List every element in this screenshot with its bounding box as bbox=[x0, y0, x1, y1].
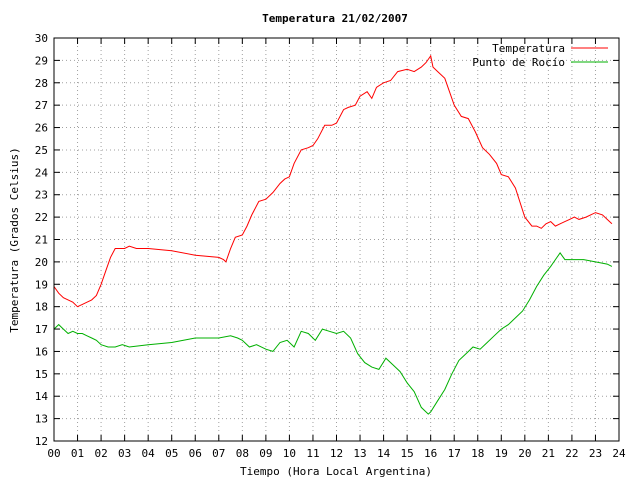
y-tick-label: 24 bbox=[35, 166, 49, 179]
series-line-temperatura bbox=[53, 54, 613, 308]
x-tick-label: 03 bbox=[118, 447, 131, 460]
y-tick-label: 18 bbox=[35, 301, 48, 314]
x-tick-label: 08 bbox=[236, 447, 249, 460]
y-tick-label: 13 bbox=[35, 413, 48, 426]
series-layer bbox=[53, 54, 613, 415]
x-tick-label: 20 bbox=[518, 447, 531, 460]
x-tick-label: 05 bbox=[165, 447, 178, 460]
x-tick-label: 06 bbox=[189, 447, 202, 460]
x-tick-label: 02 bbox=[94, 447, 107, 460]
y-tick-label: 25 bbox=[35, 144, 48, 157]
grid bbox=[54, 38, 619, 441]
x-tick-label: 07 bbox=[212, 447, 225, 460]
y-tick-label: 16 bbox=[35, 345, 48, 358]
y-tick-label: 12 bbox=[35, 435, 48, 448]
x-axis-label: Tiempo (Hora Local Argentina) bbox=[240, 465, 432, 478]
x-tick-label: 22 bbox=[565, 447, 578, 460]
x-tick-label: 10 bbox=[283, 447, 296, 460]
x-tick-label: 15 bbox=[401, 447, 414, 460]
x-tick-label: 21 bbox=[542, 447, 555, 460]
chart-title: Temperatura 21/02/2007 bbox=[262, 12, 408, 25]
x-tick-label: 23 bbox=[589, 447, 602, 460]
x-tick-label: 18 bbox=[471, 447, 484, 460]
x-tick-label: 04 bbox=[142, 447, 156, 460]
x-tick-label: 14 bbox=[377, 447, 391, 460]
legend-label: Punto de Rocío bbox=[472, 56, 565, 69]
series-line-punto-de-rocio bbox=[53, 252, 613, 415]
x-tick-label: 09 bbox=[259, 447, 272, 460]
x-tick-label: 17 bbox=[448, 447, 461, 460]
y-tick-label: 21 bbox=[35, 234, 48, 247]
y-tick-label: 15 bbox=[35, 368, 48, 381]
y-tick-label: 23 bbox=[35, 189, 48, 202]
y-tick-label: 28 bbox=[35, 77, 48, 90]
y-tick-label: 19 bbox=[35, 278, 48, 291]
y-tick-label: 27 bbox=[35, 99, 48, 112]
x-tick-label: 12 bbox=[330, 447, 343, 460]
x-tick-label: 13 bbox=[353, 447, 366, 460]
y-tick-label: 26 bbox=[35, 122, 48, 135]
x-tick-label: 11 bbox=[306, 447, 319, 460]
axis-ticks: 12 13 14 15 16 17 18 19 20 21 22 23 24 25 26 27 28 29 30 00… bbox=[35, 32, 626, 460]
x-tick-label: 24 bbox=[612, 447, 626, 460]
y-tick-label: 22 bbox=[35, 211, 48, 224]
y-axis-label: Temperatura (Grados Celsius) bbox=[8, 147, 21, 332]
legend-label: Temperatura bbox=[492, 42, 565, 55]
x-tick-label: 16 bbox=[424, 447, 437, 460]
x-tick-label: 19 bbox=[495, 447, 508, 460]
y-tick-label: 20 bbox=[35, 256, 48, 269]
y-tick-label: 29 bbox=[35, 54, 48, 67]
y-tick-label: 14 bbox=[35, 390, 49, 403]
y-tick-label: 17 bbox=[35, 323, 48, 336]
y-tick-label: 30 bbox=[35, 32, 48, 45]
x-tick-label: 00 bbox=[47, 447, 60, 460]
x-tick-label: 01 bbox=[71, 447, 84, 460]
